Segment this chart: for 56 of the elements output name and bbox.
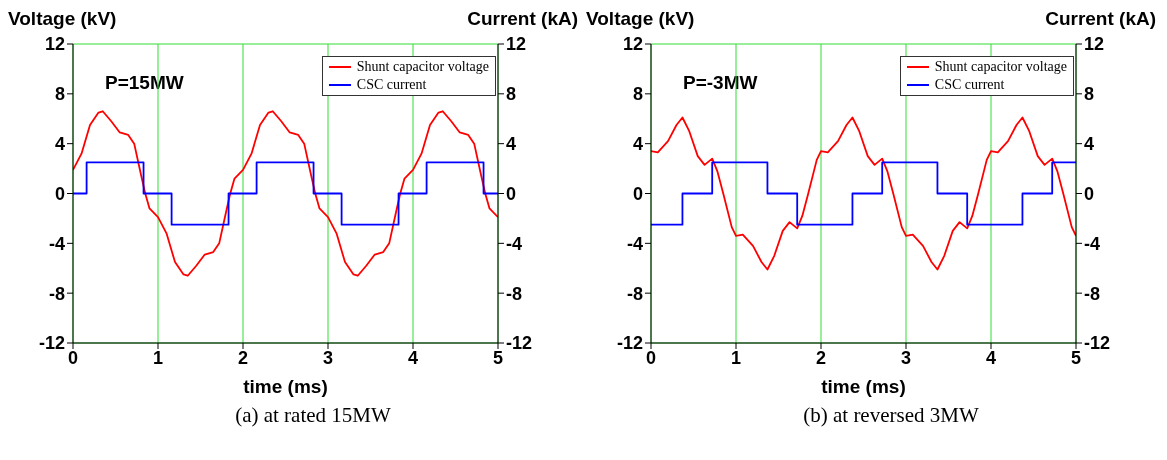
- x-tick-label: 3: [900, 347, 912, 368]
- legend-label: Shunt capacitor voltage: [356, 58, 489, 76]
- y-tick-label: 12: [44, 34, 65, 55]
- y-tick-label: -12: [616, 333, 643, 354]
- legend-label: Shunt capacitor voltage: [934, 58, 1067, 76]
- legend-label: CSC current: [934, 76, 1005, 94]
- x-tick-label: 4: [407, 347, 419, 368]
- y-tick-label: 12: [622, 34, 643, 55]
- y-tick-label: -12: [38, 333, 65, 354]
- x-tick-label: 1: [730, 347, 742, 368]
- x-tick-label: 5: [492, 347, 504, 368]
- y-tick-label: 4: [632, 134, 643, 155]
- y2-tick-label: -8: [1084, 283, 1101, 304]
- y-tick-label: -4: [626, 233, 643, 254]
- text: (a) at rated 15MW: [234, 403, 392, 428]
- y-tick-label: 4: [54, 134, 65, 155]
- y-axis-title: Voltage (kV): [586, 8, 695, 30]
- y-tick-label: 8: [632, 84, 643, 105]
- y2-tick-label: 12: [1084, 34, 1105, 55]
- y2-tick-label: -8: [506, 283, 523, 304]
- y2-axis-title: Current (kA): [467, 8, 578, 30]
- y-tick-label: -8: [626, 283, 643, 304]
- x-tick-label: 3: [322, 347, 334, 368]
- annotation: P=-3MW: [681, 72, 760, 94]
- y2-tick-label: 8: [1084, 84, 1095, 105]
- y-tick-label: 0: [632, 183, 643, 204]
- y2-axis-title: Current (kA): [1045, 8, 1156, 30]
- annotation: P=15MW: [103, 72, 186, 94]
- x-tick-label: 0: [67, 347, 79, 368]
- x-axis-title: time (ms): [243, 376, 328, 397]
- x-tick-label: 1: [152, 347, 164, 368]
- x-tick-label: 2: [237, 347, 249, 368]
- y2-tick-label: 4: [506, 134, 517, 155]
- y2-tick-label: 0: [1084, 183, 1095, 204]
- y-tick-label: -4: [48, 233, 65, 254]
- x-tick-label: 2: [815, 347, 827, 368]
- y-tick-label: 8: [54, 84, 65, 105]
- y2-tick-label: 0: [506, 183, 517, 204]
- x-axis-title: time (ms): [821, 376, 906, 397]
- text: (b) at reversed 3MW: [802, 403, 980, 428]
- y-tick-label: -8: [48, 283, 65, 304]
- line-series: [651, 116, 1076, 271]
- x-tick-label: 0: [645, 347, 657, 368]
- y-axis-title: Voltage (kV): [8, 8, 117, 30]
- y2-tick-label: 4: [1084, 134, 1095, 155]
- line-series: [73, 110, 498, 277]
- y2-tick-label: -12: [506, 333, 533, 354]
- y2-tick-label: -4: [506, 233, 523, 254]
- y2-tick-label: -12: [1084, 333, 1111, 354]
- x-tick-label: 5: [1070, 347, 1082, 368]
- x-tick-label: 4: [985, 347, 997, 368]
- y2-tick-label: 12: [506, 34, 527, 55]
- legend-label: CSC current: [356, 76, 427, 94]
- y-tick-label: 0: [54, 183, 65, 204]
- y2-tick-label: -4: [1084, 233, 1101, 254]
- y2-tick-label: 8: [506, 84, 517, 105]
